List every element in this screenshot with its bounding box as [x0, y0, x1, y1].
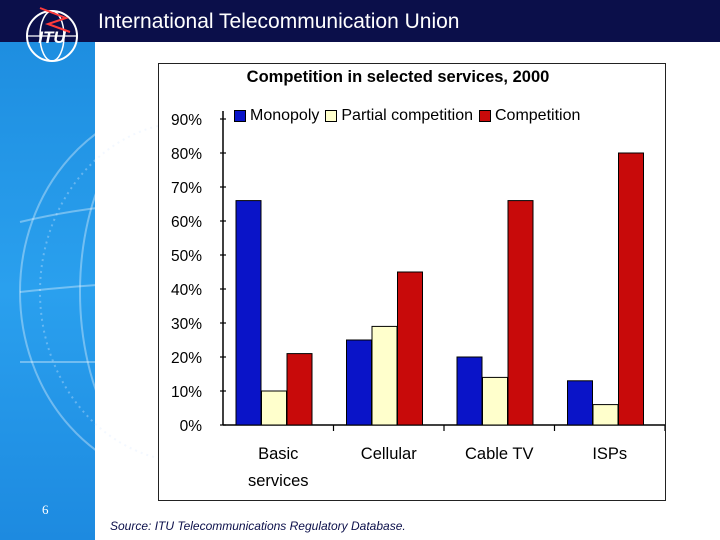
x-tick-label: Cable TV — [465, 445, 533, 463]
legend-swatch — [479, 110, 491, 122]
y-tick-label: 80% — [171, 146, 202, 163]
y-tick-label: 50% — [171, 248, 202, 265]
x-tick-label: Basic — [258, 445, 298, 463]
bar — [592, 404, 619, 426]
slide-number: 6 — [42, 502, 49, 517]
bar — [371, 325, 398, 426]
itu-logo-text: ITU — [38, 28, 66, 47]
header-title: International Telecommunication Union — [98, 10, 460, 33]
y-tick-label: 70% — [171, 180, 202, 197]
legend-label: Monopoly — [250, 107, 320, 124]
x-tick-label: ISPs — [592, 445, 627, 463]
sidebar-panel — [0, 42, 95, 540]
y-tick-label: 0% — [180, 418, 203, 435]
x-tick-label: services — [248, 472, 309, 490]
legend-swatch — [325, 110, 338, 122]
bar — [235, 200, 262, 426]
legend-label: Partial competition — [341, 107, 473, 124]
y-tick-label: 40% — [171, 282, 202, 299]
legend-swatch — [234, 110, 246, 122]
chart-title: Competition in selected services, 2000 — [246, 68, 550, 86]
chart-frame: Competition in selected services, 2000 M… — [158, 63, 666, 501]
x-tick-label: Cellular — [361, 445, 417, 463]
bar — [456, 356, 483, 426]
bar — [397, 271, 423, 426]
bar — [346, 339, 372, 426]
bar — [261, 390, 287, 426]
bar — [482, 376, 508, 426]
y-tick-label: 90% — [171, 112, 202, 129]
legend-label: Competition — [495, 107, 581, 124]
chart-legend: Monopoly Partial competition Competition — [234, 107, 586, 125]
bar — [618, 152, 644, 426]
y-tick-label: 20% — [171, 350, 202, 367]
y-tick-label: 30% — [171, 316, 202, 333]
y-tick-label: 10% — [171, 384, 202, 401]
y-tick-label: 60% — [171, 214, 202, 231]
itu-logo-icon: ITU — [26, 7, 78, 62]
legend-item-competition: Competition — [479, 107, 580, 125]
bar — [567, 380, 593, 426]
bar — [286, 353, 313, 426]
bar — [507, 200, 534, 426]
header-bar: International Telecommunication Union — [0, 0, 720, 42]
legend-item-partial-competition: Partial competition — [325, 107, 473, 125]
bar-chart: 0% 10% 20% 30% 40% 50% 60% 70% 80% 90% Basic servic… — [171, 111, 665, 490]
source-note: Source: ITU Telecommunications Regulator… — [110, 519, 406, 533]
legend-item-monopoly: Monopoly — [234, 107, 319, 125]
